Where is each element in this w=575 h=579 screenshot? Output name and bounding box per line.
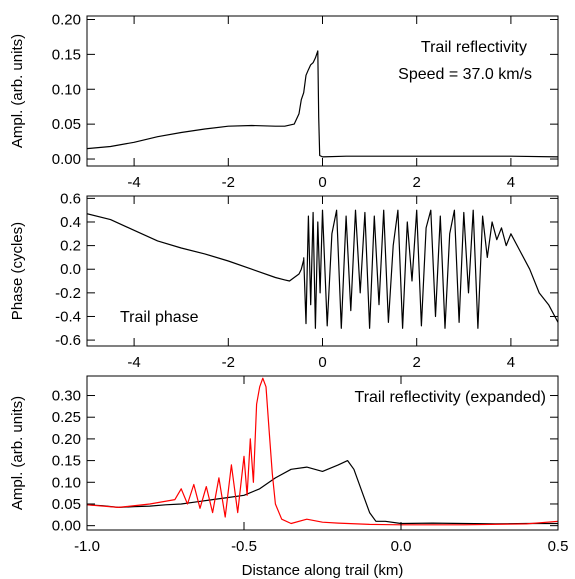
y-tick-label: 0.20	[52, 431, 81, 448]
chart-panel-1: -4 -2 0 2 4 0.00 0.05 0.10 0.15 0.20 Ampl. (arb. u…	[9, 11, 559, 191]
series-line-2-2	[303, 209, 558, 329]
y-tick-label: 0.30	[52, 388, 81, 405]
chart-panel-3: -1.0 -0.5 0.0 0.5 0.00 0.05 0.10 0.15 0.20 0.25 0.…	[9, 375, 569, 579]
y-tick-label: 0.15	[52, 453, 81, 470]
y-tick-label: 0.00	[52, 518, 81, 535]
series-line-2-1	[87, 213, 305, 282]
y-tick-label: 0.00	[52, 151, 81, 168]
y-tick-label: 0.2	[60, 238, 81, 255]
x-tick-label: 0	[318, 174, 326, 191]
x-tick-label: 0.5	[548, 538, 569, 555]
y-tick-label: 0.25	[52, 409, 81, 426]
y-tick-label: -0.4	[55, 308, 81, 325]
y-tick-label: 0.15	[52, 46, 81, 63]
x-tick-label: -4	[127, 354, 140, 371]
y-axis-label: Ampl. (arb. units)	[9, 396, 26, 510]
y-tick-label: 0.10	[52, 474, 81, 491]
x-tick-label: -2	[222, 354, 235, 371]
y-tick-label: 0.20	[52, 11, 81, 28]
x-tick-label: 2	[413, 354, 421, 371]
plot-frame	[86, 375, 559, 531]
series-line-3-2	[87, 377, 558, 526]
x-tick-label: 0.0	[391, 538, 412, 555]
y-tick-label: 0.0	[60, 261, 81, 278]
x-tick-label: -1.0	[74, 538, 100, 555]
annotation-text: Trail phase	[120, 309, 199, 326]
y-axis-label: Ampl. (arb. units)	[9, 34, 26, 148]
x-tick-label: -0.5	[231, 538, 257, 555]
x-tick-label: 0	[318, 354, 326, 371]
x-tick-label: -2	[222, 174, 235, 191]
series-line-1-1	[87, 50, 558, 158]
annotation-text: Speed = 37.0 km/s	[398, 66, 532, 83]
x-tick-label: 4	[507, 354, 515, 371]
x-tick-label: 2	[413, 174, 421, 191]
y-tick-label: 0.05	[52, 116, 81, 133]
annotation-text: Trail reflectivity (expanded)	[355, 389, 546, 406]
chart-panel-2: -4 -2 0 2 4 -0.6 -0.4 -0.2 0.0 0.2 0.4 0.6 Phase (cy…	[9, 190, 559, 371]
y-axis-label: Phase (cycles)	[9, 222, 26, 320]
y-tick-label: 0.4	[60, 214, 81, 231]
y-tick-label: 0.05	[52, 496, 81, 513]
annotation-text: Trail reflectivity	[421, 39, 527, 56]
x-axis-label: Distance along trail (km)	[242, 562, 404, 579]
x-tick-label: -4	[127, 174, 140, 191]
y-tick-label: 0.6	[60, 190, 81, 207]
y-tick-label: -0.2	[55, 285, 81, 302]
series-line-3-1	[87, 460, 558, 525]
y-tick-label: -0.6	[55, 332, 81, 349]
x-tick-label: 4	[507, 174, 515, 191]
y-tick-label: 0.10	[52, 81, 81, 98]
